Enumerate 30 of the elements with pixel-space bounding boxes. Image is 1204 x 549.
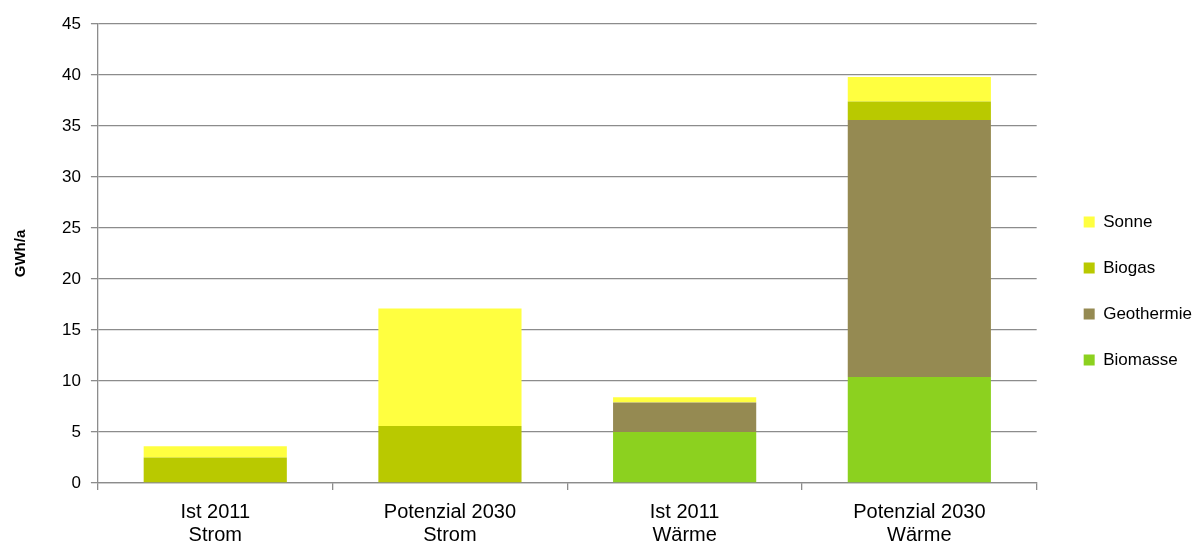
bar <box>378 308 522 426</box>
bar <box>613 402 757 432</box>
y-tick-label: 0 <box>71 472 81 492</box>
y-tick-label: 40 <box>61 64 81 84</box>
y-tick-label: 20 <box>61 268 81 288</box>
bar <box>613 397 757 403</box>
legend-label: Biomasse <box>1103 349 1178 369</box>
x-tick-label: Potenzial 2030 Strom <box>383 500 517 546</box>
legend-label: Geothermie <box>1103 303 1193 323</box>
bar <box>847 77 991 102</box>
y-tick-label: 5 <box>71 421 81 441</box>
x-tick-label: Ist 2011 Wärme <box>649 500 720 546</box>
x-tick-label: Potenzial 2030 Wärme <box>853 500 986 546</box>
x-tick-label: Ist 2011 Strom <box>180 500 251 546</box>
bar <box>143 446 287 458</box>
y-tick-label: 30 <box>61 166 81 186</box>
bar <box>378 425 522 483</box>
bar <box>613 432 757 483</box>
y-tick-label: 25 <box>61 217 81 237</box>
y-tick-label: 15 <box>61 319 81 339</box>
legend-label: Biogas <box>1103 257 1156 277</box>
bar <box>847 119 991 377</box>
y-tick-label: 10 <box>61 370 81 390</box>
y-axis-title: GWh/a <box>11 229 29 278</box>
y-tick-label: 45 <box>61 13 81 33</box>
bar <box>143 457 287 483</box>
bar <box>847 376 991 483</box>
bar <box>847 101 991 120</box>
y-tick-label: 35 <box>61 115 81 135</box>
legend-label: Sonne <box>1103 211 1153 231</box>
